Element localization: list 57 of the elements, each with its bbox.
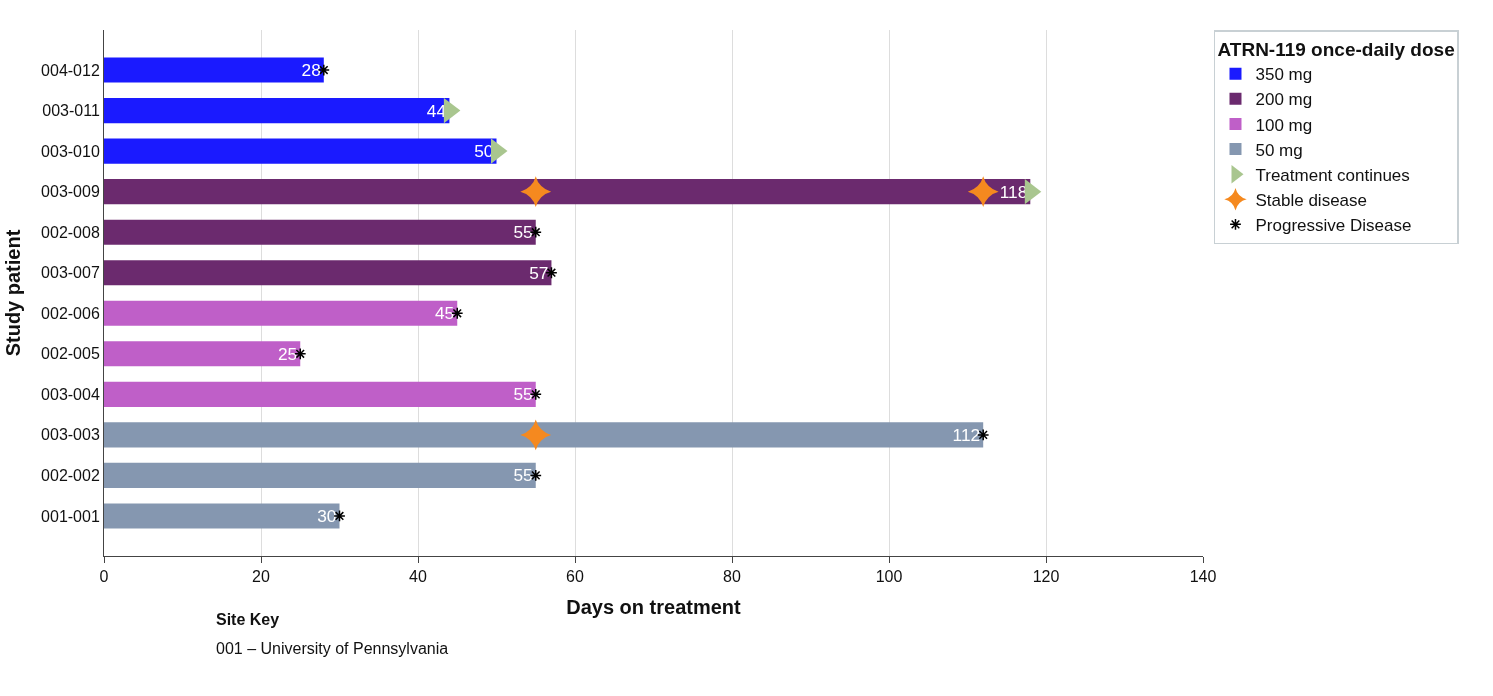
x-tick-label: 60 [566, 568, 584, 586]
data-label: 55 [513, 222, 533, 243]
y-tick-label: 003-007 [41, 264, 100, 282]
data-label: 112 [952, 424, 981, 445]
legend-label: 50 mg [1255, 140, 1303, 160]
point [520, 419, 552, 451]
legend-label: Treatment continues [1255, 165, 1410, 185]
text: 001 – University of Pennsylvania [216, 640, 449, 657]
legend-label: 350 mg [1255, 65, 1313, 85]
bar [104, 300, 458, 326]
y-tick-label: 002-006 [41, 304, 100, 322]
x-tick-label: 80 [723, 568, 741, 586]
data-label: 55 [513, 384, 533, 405]
y-tick-label: 002-008 [41, 223, 100, 241]
data-label: 55 [513, 465, 533, 486]
y-tick-label: 001-001 [41, 507, 100, 525]
bar [104, 179, 1031, 205]
x-tick-label: 100 [875, 568, 903, 586]
bar [104, 260, 552, 286]
bar [104, 138, 497, 164]
data-label: 57 [529, 262, 549, 283]
y-tick-label: 003-009 [41, 183, 100, 201]
legend-label: Progressive Disease [1255, 215, 1412, 235]
y-tick-label: 003-004 [41, 385, 100, 403]
y-tick-label: 004-012 [41, 61, 100, 79]
data-label: 45 [435, 303, 455, 324]
legend-title: ATRN-119 once-daily dose [1217, 39, 1455, 61]
y-tick-label: 003-010 [41, 142, 100, 160]
text: Site Key [216, 611, 280, 628]
legend-label: 200 mg [1255, 90, 1313, 110]
bar [104, 98, 450, 124]
legend-label: Stable disease [1255, 190, 1368, 210]
bar [104, 462, 536, 488]
bar [104, 57, 324, 83]
bar [104, 381, 536, 407]
data-label: 30 [317, 505, 337, 526]
y-tick-label: 003-011 [42, 102, 100, 120]
bar [104, 422, 984, 448]
x-tick-label: 20 [252, 568, 270, 586]
x-tick-label: 40 [409, 568, 427, 586]
bar [104, 341, 301, 367]
data-label: 25 [278, 343, 298, 364]
x-axis-title: Days on treatment [566, 595, 742, 618]
y-tick-label: 003-003 [41, 426, 100, 444]
legend-label: 100 mg [1255, 115, 1313, 135]
data-label: 28 [301, 59, 321, 80]
x-tick-label: 120 [1032, 568, 1060, 586]
y-tick-label: 002-005 [41, 345, 100, 363]
data-label: 44 [426, 100, 447, 121]
x-tick-label: 140 [1189, 568, 1217, 586]
y-axis-title: Study patient [1, 229, 24, 357]
x-tick-label: 0 [99, 568, 109, 586]
point [520, 176, 552, 208]
bar [104, 219, 536, 245]
bar [104, 503, 340, 529]
y-tick-label: 002-002 [41, 467, 100, 485]
point [967, 176, 999, 208]
